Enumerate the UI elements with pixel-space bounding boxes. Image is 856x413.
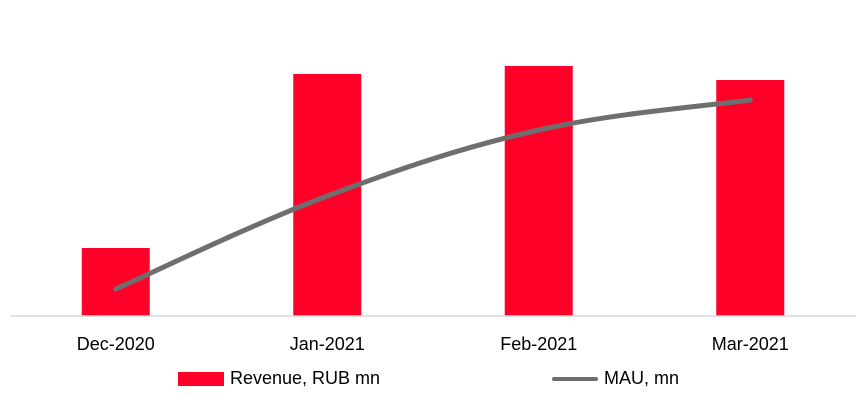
legend: Revenue, RUB mn MAU, mn: [0, 368, 856, 396]
revenue-bars: [81, 66, 785, 316]
revenue-bar-mar-2021: [716, 80, 785, 316]
x-tick-jan-2021: Jan-2021: [290, 334, 365, 354]
x-tick-mar-2021: Mar-2021: [712, 334, 789, 354]
legend-label-mau: MAU, mn: [604, 368, 680, 388]
x-tick-dec-2020: Dec-2020: [77, 334, 155, 354]
mau-series-line: [113, 97, 753, 292]
legend-swatch-revenue: [178, 371, 224, 386]
legend-item-revenue: Revenue, RUB mn: [178, 368, 380, 389]
legend-item-mau: MAU, mn: [552, 368, 679, 389]
revenue-bar-dec-2020: [81, 248, 150, 316]
revenue-bar-feb-2021: [504, 66, 573, 316]
x-tick-labels: Dec-2020 Jan-2021 Feb-2021 Mar-2021: [77, 334, 789, 354]
legend-swatch-mau: [552, 376, 598, 381]
legend-label-revenue: Revenue, RUB mn: [230, 368, 381, 388]
x-tick-feb-2021: Feb-2021: [500, 334, 577, 354]
